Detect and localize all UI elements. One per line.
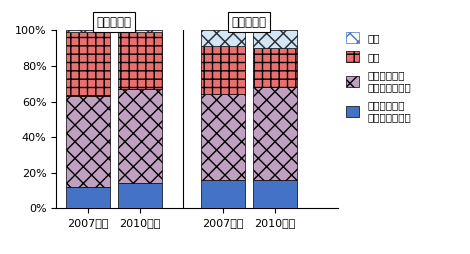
- Bar: [66, 187, 110, 208]
- Bar: [118, 89, 162, 183]
- Bar: [253, 30, 297, 48]
- Bar: [201, 46, 245, 94]
- Bar: [118, 32, 162, 89]
- Bar: [201, 94, 245, 180]
- Bar: [201, 180, 245, 208]
- Bar: [253, 180, 297, 208]
- Bar: [201, 30, 245, 46]
- Legend: なし, 両方, ポジティブ・
スクリーニング, ネガティブ・
スクリーニング: なし, 両方, ポジティブ・ スクリーニング, ネガティブ・ スクリーニング: [346, 32, 411, 122]
- Bar: [66, 30, 110, 32]
- Bar: [118, 30, 162, 32]
- Bar: [66, 32, 110, 96]
- Bar: [253, 30, 297, 48]
- Text: 運用資産額: 運用資産額: [232, 16, 266, 29]
- Bar: [201, 30, 245, 46]
- Bar: [66, 30, 110, 32]
- Bar: [118, 183, 162, 208]
- Bar: [66, 96, 110, 187]
- Bar: [253, 48, 297, 87]
- Text: ファンド数: ファンド数: [96, 16, 132, 29]
- Bar: [118, 30, 162, 32]
- Bar: [253, 87, 297, 180]
